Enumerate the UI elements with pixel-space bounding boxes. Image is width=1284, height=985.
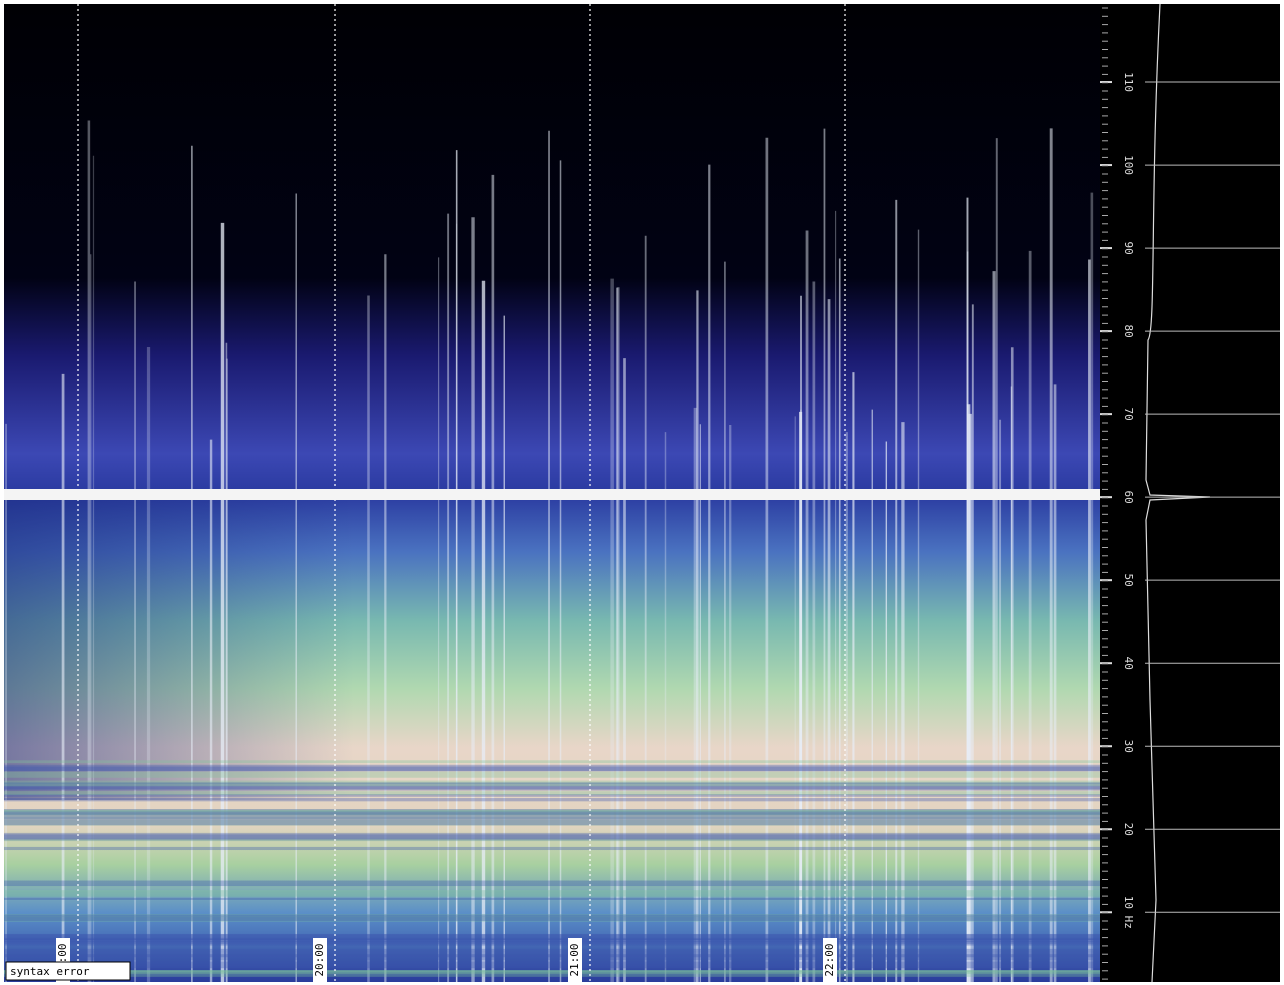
band [4, 810, 1100, 819]
time-label-box [568, 938, 582, 982]
y-tick-label: 40 [1122, 657, 1135, 670]
y-tick-label: 30 [1122, 740, 1135, 753]
band [4, 938, 1100, 943]
spectrogram-shade [4, 500, 704, 800]
band [4, 809, 1100, 815]
band [4, 791, 1100, 796]
band [4, 783, 1100, 791]
band [4, 933, 1100, 941]
band [4, 970, 1100, 977]
y-tick-label: 100 [1122, 155, 1135, 175]
band [4, 914, 1100, 921]
band [4, 897, 1100, 900]
band [4, 771, 1100, 778]
band [4, 809, 1100, 815]
status-text: syntax error [10, 965, 90, 978]
y-tick-label: 70 [1122, 408, 1135, 421]
y-tick-label: 60 [1122, 491, 1135, 504]
band [4, 913, 1100, 918]
band [4, 766, 1100, 772]
y-tick-label: 90 [1122, 241, 1135, 254]
band [4, 880, 1100, 887]
time-label-box [823, 938, 837, 982]
band [4, 785, 1100, 790]
band [4, 764, 1100, 771]
time-label: 20:00 [313, 943, 326, 976]
y-tick-label: 10 Hz [1122, 896, 1135, 929]
band [4, 838, 1100, 842]
band [4, 937, 1100, 945]
axis-panel [1100, 4, 1280, 982]
band [4, 948, 1100, 952]
band [4, 819, 1100, 826]
time-label: 22:00 [823, 943, 836, 976]
band [4, 760, 1100, 764]
band [4, 809, 1100, 813]
streaks [4, 4, 1100, 982]
band [4, 970, 1100, 973]
band [4, 817, 1100, 826]
y-tick-label: 50 [1122, 574, 1135, 587]
mains-line [4, 489, 1100, 500]
y-tick-label: 80 [1122, 324, 1135, 337]
band [4, 961, 1100, 969]
time-label: 21:00 [568, 943, 581, 976]
band [4, 951, 1100, 958]
status-box [5, 961, 131, 981]
band [4, 954, 1100, 961]
time-label-box [313, 938, 327, 982]
band [4, 970, 1100, 975]
band [4, 782, 1100, 785]
y-tick-label: 20 [1122, 823, 1135, 836]
band [4, 794, 1100, 797]
band [4, 941, 1100, 946]
band [4, 798, 1100, 802]
band [4, 780, 1100, 787]
band [4, 812, 1100, 820]
y-tick-label: 110 [1122, 72, 1135, 92]
band [4, 934, 1100, 941]
band [4, 834, 1100, 841]
band [4, 846, 1100, 851]
band [4, 832, 1100, 840]
band [4, 916, 1100, 922]
band [4, 890, 1100, 897]
